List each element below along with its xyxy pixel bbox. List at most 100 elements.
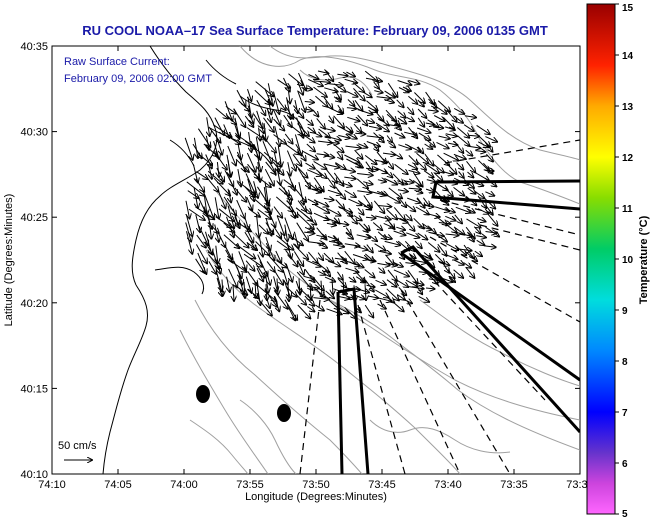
current-vector xyxy=(457,135,470,146)
current-vector xyxy=(213,177,230,195)
current-vector xyxy=(235,243,255,258)
current-vector xyxy=(394,132,405,138)
current-vector xyxy=(374,144,379,151)
current-vector xyxy=(487,214,497,226)
current-vector xyxy=(226,114,236,124)
current-vector xyxy=(255,263,265,278)
current-vector xyxy=(407,270,418,283)
current-vector xyxy=(485,232,497,234)
current-vector xyxy=(347,99,355,106)
current-vector xyxy=(285,107,293,119)
land-blob-east xyxy=(277,404,291,422)
current-vector xyxy=(343,278,344,295)
current-vector xyxy=(355,163,363,167)
current-vector xyxy=(195,178,204,192)
current-vector xyxy=(345,125,353,132)
current-vector xyxy=(273,276,278,291)
current-vector xyxy=(336,151,343,160)
current-vector xyxy=(408,80,419,83)
current-vector xyxy=(354,285,355,301)
current-vector xyxy=(375,279,386,285)
current-vector xyxy=(473,226,480,234)
current-vector xyxy=(214,117,224,135)
current-vector xyxy=(477,195,486,208)
current-vector xyxy=(465,195,476,205)
current-vector xyxy=(397,181,407,184)
current-vector xyxy=(195,244,207,263)
current-vector xyxy=(337,74,347,76)
current-vector xyxy=(433,163,443,173)
current-vector xyxy=(344,154,359,163)
current-vector xyxy=(357,109,373,115)
current-vector xyxy=(185,200,190,219)
current-vector xyxy=(323,163,340,168)
current-vector xyxy=(273,152,278,172)
current-vector xyxy=(484,177,496,186)
current-vector xyxy=(324,258,340,267)
current-vector xyxy=(408,170,420,173)
current-vector xyxy=(404,240,414,251)
current-vector xyxy=(233,232,249,247)
current-vector xyxy=(453,269,464,278)
current-vector xyxy=(208,261,216,273)
current-vector xyxy=(227,258,247,272)
current-vector xyxy=(343,209,353,217)
current-vector xyxy=(384,178,397,185)
current-vector xyxy=(297,90,306,112)
current-vector xyxy=(356,178,368,189)
current-vector xyxy=(244,115,253,127)
current-vector xyxy=(266,261,275,271)
current-vector xyxy=(357,174,373,176)
current-vector xyxy=(486,153,493,161)
current-vector xyxy=(336,271,342,280)
current-vector xyxy=(445,215,455,220)
current-vector xyxy=(404,143,420,152)
current-vector xyxy=(236,267,242,284)
current-vector xyxy=(186,231,193,254)
current-vector xyxy=(277,168,280,185)
current-vector xyxy=(394,163,408,174)
current-vector xyxy=(395,123,402,130)
current-vector xyxy=(214,197,219,218)
current-vector xyxy=(348,213,357,224)
current-vector xyxy=(465,149,473,156)
current-vector xyxy=(305,162,315,169)
current-vector xyxy=(418,295,429,302)
current-vector xyxy=(484,197,496,208)
current-vector xyxy=(326,223,336,225)
current-vector xyxy=(397,217,407,223)
y-axis-ticks: 40:35 40:30 40:25 40:20 40:15 40:10 xyxy=(20,41,580,481)
current-vector xyxy=(463,262,472,268)
current-vector xyxy=(344,79,358,83)
current-vector xyxy=(296,222,308,241)
current-vector xyxy=(225,249,233,263)
current-vector xyxy=(303,88,312,90)
current-vector xyxy=(365,168,378,170)
current-vector xyxy=(475,151,486,152)
current-vector xyxy=(397,117,406,124)
current-vector xyxy=(215,259,220,274)
current-vector xyxy=(485,204,493,215)
current-vector xyxy=(328,142,339,143)
current-vector xyxy=(294,163,307,178)
current-vector xyxy=(326,208,341,216)
current-vector xyxy=(467,171,474,177)
current-vector xyxy=(377,206,391,207)
current-vector xyxy=(473,182,484,186)
current-vector xyxy=(195,258,205,273)
current-vector xyxy=(246,152,255,172)
current-vector xyxy=(237,221,251,231)
current-vector xyxy=(288,206,295,218)
current-vector xyxy=(276,98,286,110)
current-vector xyxy=(323,128,335,131)
current-vector xyxy=(383,236,391,239)
current-vector xyxy=(416,197,425,208)
current-vector xyxy=(192,164,197,182)
current-vector xyxy=(424,153,434,166)
current-vector xyxy=(185,214,192,236)
current-vector xyxy=(285,224,288,242)
current-vector xyxy=(246,107,253,124)
current-vector xyxy=(187,190,199,199)
current-vector xyxy=(363,223,370,231)
current-vector xyxy=(333,172,343,186)
